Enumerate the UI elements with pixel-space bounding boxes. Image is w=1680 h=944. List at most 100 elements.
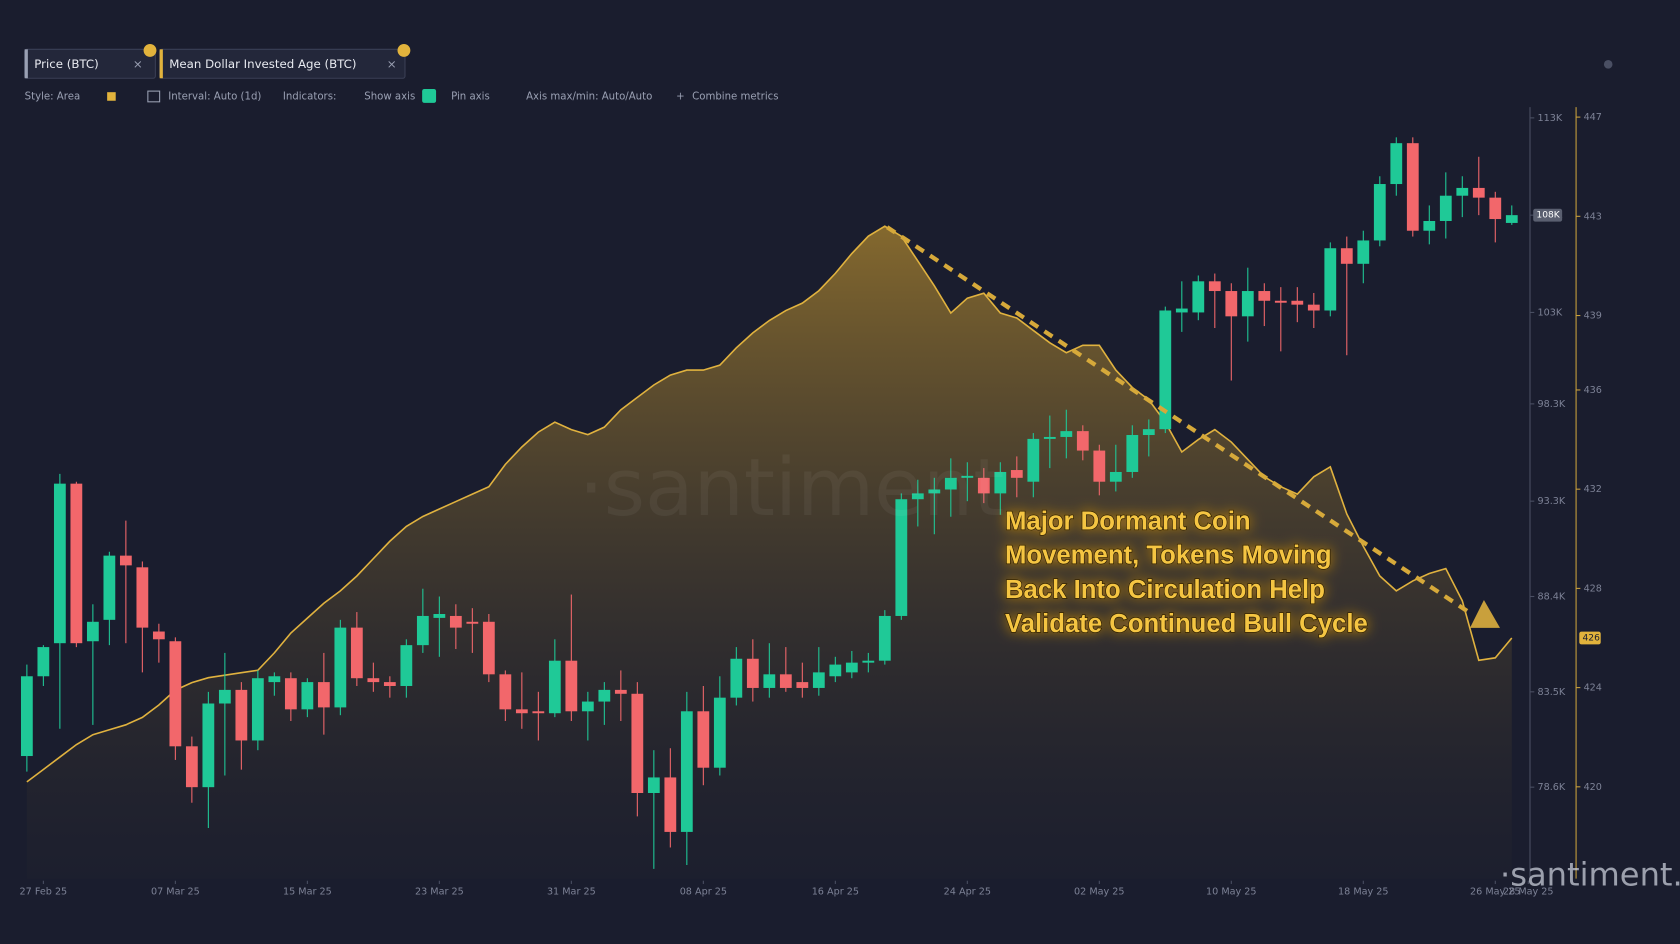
candle-body — [1357, 240, 1370, 264]
candle-body — [1027, 438, 1040, 482]
tab-label[interactable]: Price (BTC) — [34, 57, 98, 71]
candle-body — [746, 658, 759, 688]
candle-body — [284, 678, 297, 710]
candle-body — [449, 615, 462, 628]
tab-badge — [397, 43, 411, 57]
toolbar-style[interactable]: Style: Area — [25, 91, 81, 102]
x-tick-label: 16 Apr 25 — [812, 886, 859, 897]
candle-body — [433, 614, 446, 618]
trend-arrow — [1470, 600, 1500, 628]
candle-body — [301, 682, 314, 710]
candle-body — [565, 660, 578, 712]
y-tick-label: 113K — [1538, 113, 1563, 124]
y2-tick-label: 432 — [1584, 484, 1602, 495]
tab-marker — [24, 49, 28, 79]
candle-body — [928, 489, 941, 494]
candle-body — [350, 627, 363, 679]
candle-body — [1489, 197, 1502, 220]
tab-label[interactable]: Mean Dollar Invested Age (BTC) — [169, 57, 356, 71]
candle-body — [1373, 184, 1386, 241]
y-tick-label: 93.3K — [1538, 496, 1566, 507]
candle-body — [86, 621, 99, 642]
candle-body — [1076, 431, 1089, 451]
candle-body — [1406, 143, 1419, 231]
y2-tick-label: 447 — [1584, 112, 1602, 123]
candle-body — [911, 493, 924, 500]
toolbar-axis-maxmin[interactable]: Axis max/min: Auto/Auto — [526, 91, 652, 102]
annotation-line: Back Into Circulation Help — [1005, 576, 1325, 604]
candle-body — [1439, 195, 1452, 221]
candle-body — [1159, 310, 1172, 430]
y-tick-label: 78.6K — [1538, 782, 1566, 793]
candle-body — [1208, 281, 1221, 292]
candle-body — [697, 711, 710, 768]
checkbox[interactable] — [422, 88, 437, 103]
plus-icon: + — [676, 91, 685, 102]
candle-body — [70, 483, 83, 644]
x-tick-label: 31 Mar 25 — [547, 886, 596, 897]
candle-body — [1423, 220, 1436, 231]
y2-tick-label: 424 — [1584, 683, 1602, 694]
candle-body — [1291, 300, 1304, 305]
candle-body — [1390, 143, 1403, 185]
candle-body — [268, 676, 281, 683]
y2-tick-label: 436 — [1584, 385, 1602, 396]
trend-line — [885, 225, 1472, 615]
tab-badge — [143, 43, 157, 57]
candle-body — [680, 711, 693, 832]
toolbar-combine[interactable]: Combine metrics — [692, 91, 778, 102]
candle-body — [1258, 291, 1271, 301]
watermark: ·santiment — [579, 441, 1005, 534]
toolbar-show-axis[interactable]: Show axis — [364, 91, 415, 102]
tab-close[interactable]: × — [133, 57, 143, 71]
candle-body — [1324, 248, 1337, 311]
candle-body — [977, 477, 990, 494]
color-swatch[interactable] — [107, 92, 116, 101]
x-tick-label: 23 Mar 25 — [415, 886, 464, 897]
y-tick-label: 83.5K — [1538, 687, 1566, 698]
annotation: Major Dormant Coin Movement, Tokens Movi… — [1004, 507, 1368, 639]
candle-body — [532, 711, 545, 714]
candle-body — [1126, 435, 1139, 472]
toolbar-interval[interactable]: Interval: Auto (1d) — [168, 91, 261, 102]
candle-body — [499, 674, 512, 710]
price-badge-box — [1533, 208, 1563, 222]
candle-body — [713, 697, 726, 768]
candle-body — [1340, 248, 1353, 264]
tab-close[interactable]: × — [387, 57, 397, 71]
candle-body — [103, 555, 116, 620]
x-tick-label: 27 Feb 25 — [20, 886, 68, 897]
settings-dot[interactable] — [1603, 60, 1613, 69]
candle-body — [20, 676, 33, 757]
candle-body — [334, 627, 347, 708]
y2-tick-label: 428 — [1584, 583, 1602, 594]
candle-body — [862, 660, 875, 663]
candle-body — [1307, 304, 1320, 311]
annotation-line: Movement, Tokens Moving — [1005, 542, 1332, 570]
candle-body — [1060, 431, 1073, 437]
candle-body — [730, 658, 743, 698]
candle-body — [37, 647, 50, 677]
candle-body — [1010, 470, 1023, 478]
candle-body — [251, 678, 264, 741]
candle-body — [1225, 291, 1238, 317]
candle-body — [944, 477, 957, 490]
y2-badge-box — [1579, 631, 1601, 645]
candle-body — [994, 471, 1007, 494]
x-tick-label: 10 May 25 — [1206, 886, 1257, 897]
price-badge: 108K — [1536, 211, 1560, 221]
y2-badge: 426 — [1583, 634, 1601, 644]
y-tick-label: 103K — [1538, 307, 1563, 318]
logo: ·santiment. — [1500, 855, 1680, 893]
candle-body — [779, 674, 792, 688]
candle-body — [812, 672, 825, 688]
candle-body — [152, 631, 165, 640]
candle-body — [878, 615, 891, 661]
candle-body — [136, 567, 149, 628]
toolbar-pin-axis[interactable]: Pin axis — [451, 91, 490, 102]
x-tick-label: 08 Apr 25 — [680, 886, 727, 897]
toolbar-indicators[interactable]: Indicators: — [283, 91, 337, 102]
y-tick-label: 98.3K — [1538, 399, 1566, 410]
